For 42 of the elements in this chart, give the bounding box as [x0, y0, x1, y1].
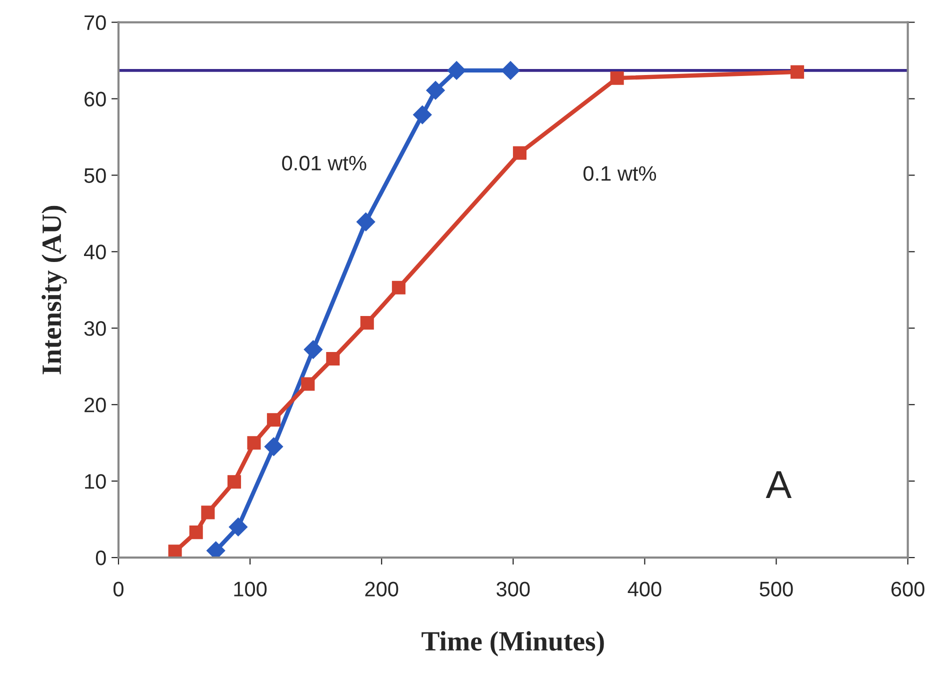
y-tick-label: 70 [84, 15, 106, 30]
series-label: 0.01 wt% [282, 156, 366, 171]
y-tick-label: 10 [85, 474, 106, 489]
point [201, 506, 215, 520]
point [304, 340, 323, 359]
annotation: A [766, 471, 792, 498]
point [501, 61, 520, 80]
point [413, 105, 432, 124]
x-tick-label: 100 [234, 582, 267, 596]
point [392, 280, 406, 294]
point [790, 65, 804, 79]
y-tick-label: 0 [96, 550, 106, 566]
y-tick-label: 60 [84, 92, 106, 106]
point [266, 413, 280, 427]
point [326, 352, 340, 366]
x-tick-label: 600 [891, 582, 924, 596]
point [356, 212, 376, 232]
point [426, 80, 445, 100]
y-tick-label: 20 [84, 398, 106, 412]
y-tick-label: 40 [84, 244, 106, 260]
y-tick-label: 30 [84, 321, 106, 336]
x-tick-label: 0 [114, 582, 124, 596]
point [206, 541, 226, 558]
y-tick-label: 50 [84, 168, 106, 183]
x-tick-label: 500 [760, 582, 793, 596]
point [168, 544, 182, 558]
point [512, 146, 526, 160]
y-axis-title: Intensity (AU) [42, 206, 67, 374]
point [189, 526, 203, 540]
point [301, 377, 315, 391]
point [360, 316, 374, 330]
x-tick-label: 400 [628, 582, 662, 596]
point [228, 518, 248, 536]
x-tick-label: 200 [365, 582, 398, 596]
text: 0.1 wt% [583, 166, 656, 181]
point [610, 71, 624, 85]
x-tick-label: 300 [496, 582, 530, 596]
point [247, 436, 261, 450]
x-axis-title: Time (Minutes) [422, 631, 604, 656]
point [227, 475, 242, 489]
point [264, 437, 284, 456]
point [447, 61, 466, 80]
